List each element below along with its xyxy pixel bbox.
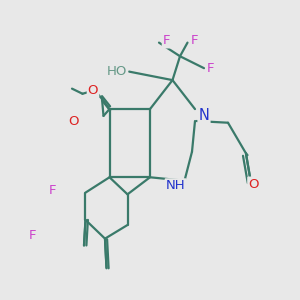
Text: O: O xyxy=(68,115,79,128)
Text: F: F xyxy=(29,229,37,242)
Text: F: F xyxy=(206,62,214,75)
Text: F: F xyxy=(163,34,170,47)
Text: NH: NH xyxy=(166,179,185,192)
Text: F: F xyxy=(191,34,199,47)
Text: N: N xyxy=(199,108,209,123)
Text: O: O xyxy=(88,84,98,97)
Text: HO: HO xyxy=(107,65,127,78)
Text: F: F xyxy=(49,184,56,197)
Text: O: O xyxy=(248,178,259,190)
